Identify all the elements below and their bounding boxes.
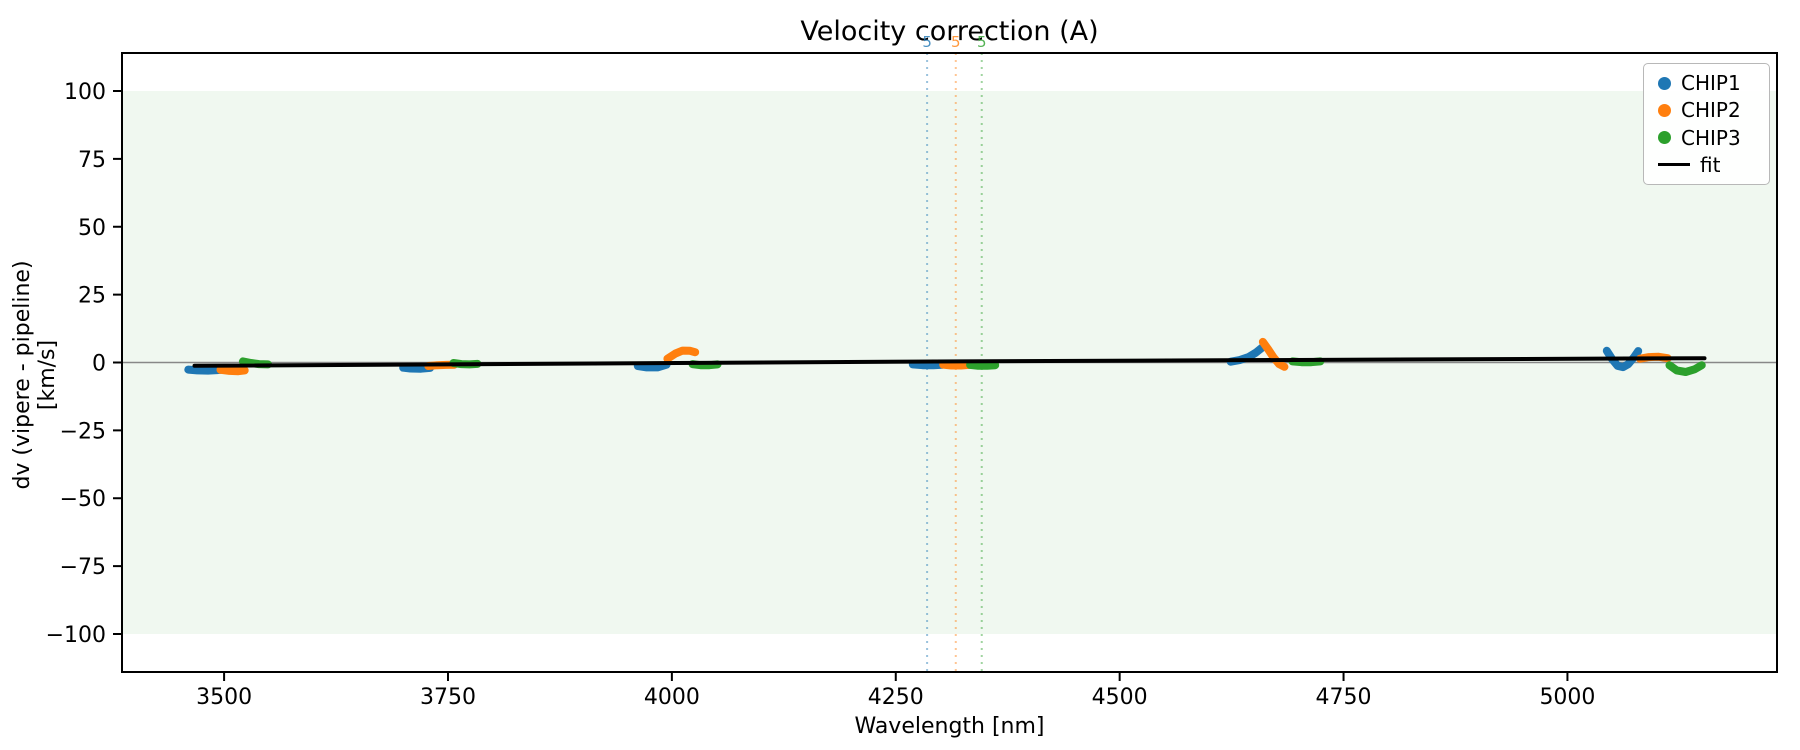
- series-chip3-segment-5: [1665, 361, 1706, 376]
- x-tick-label: 4250: [868, 685, 924, 710]
- series-chip1-segment-2: [633, 360, 671, 372]
- legend-item-chip2: CHIP2: [1644, 100, 1769, 120]
- legend-label: CHIP3: [1681, 125, 1741, 150]
- x-tick-label: 4500: [1092, 685, 1148, 710]
- series-chip3-segment-3: [966, 360, 1000, 370]
- series-chip2-segment-3: [939, 360, 974, 370]
- y-tick-label: 75: [78, 148, 106, 173]
- chart-title: Velocity correction (A): [800, 16, 1099, 47]
- series-chip2-segment-0: [216, 365, 249, 376]
- x-tick-label: 4750: [1316, 685, 1372, 710]
- x-axis-label: Wavelength [nm]: [854, 714, 1045, 739]
- legend-item-chip1: CHIP1: [1644, 73, 1769, 93]
- y-tick-label: 100: [64, 80, 106, 105]
- legend-label: CHIP1: [1681, 71, 1741, 96]
- series-fit-segment-0: [192, 356, 1707, 368]
- y-tick-label: 50: [78, 216, 106, 241]
- legend-item-chip3: CHIP3: [1644, 128, 1769, 148]
- legend: CHIP1 CHIP2 CHIP3 fit: [1643, 63, 1770, 185]
- x-tick-label: 4000: [644, 685, 700, 710]
- x-tick-label: 3500: [196, 685, 252, 710]
- y-tick-label: 0: [92, 352, 106, 377]
- series-chip2-segment-2: [663, 346, 700, 363]
- legend-label: fit: [1700, 152, 1721, 177]
- legend-item-fit: fit: [1644, 155, 1769, 175]
- legend-dot-icon: [1658, 131, 1671, 145]
- legend-line-icon: [1658, 163, 1690, 167]
- y-tick-label: −25: [60, 419, 106, 444]
- x-tick-label: 5000: [1539, 685, 1595, 710]
- y-tick-label: −50: [60, 487, 106, 512]
- x-tick-label: 3750: [420, 685, 476, 710]
- legend-label: CHIP2: [1681, 98, 1741, 123]
- series-chip2-segment-4: [1258, 337, 1289, 371]
- series-chip1-segment-3: [908, 360, 947, 370]
- y-tick-label: 25: [78, 284, 106, 309]
- vline-annotation-1: 5: [951, 33, 961, 51]
- y-tick-label: −75: [60, 555, 106, 580]
- legend-dot-icon: [1658, 103, 1671, 117]
- legend-dot-icon: [1658, 76, 1671, 90]
- y-tick-label: −100: [46, 623, 106, 648]
- vline-annotation-2: 5: [977, 33, 987, 51]
- vline-annotation-0: 5: [922, 33, 932, 51]
